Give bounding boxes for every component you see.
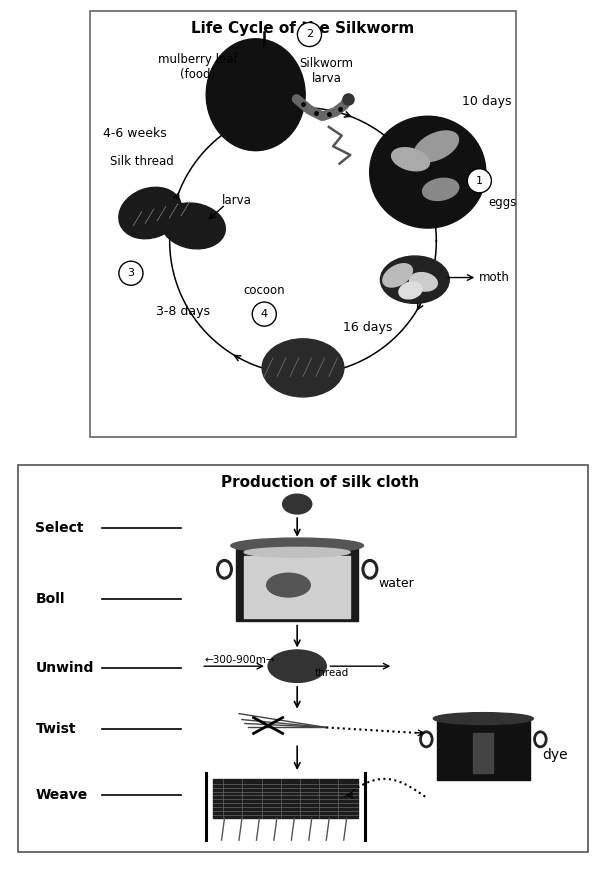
Ellipse shape [381,256,449,303]
Ellipse shape [267,574,310,597]
Circle shape [298,23,322,47]
FancyBboxPatch shape [18,465,588,852]
Ellipse shape [433,713,533,725]
Text: cocoon: cocoon [244,284,285,297]
Text: water: water [379,577,415,590]
Text: 4-6 weeks: 4-6 weeks [104,127,167,140]
Text: larva: larva [221,194,251,207]
Ellipse shape [161,203,225,249]
Text: Select: Select [35,521,84,534]
FancyBboxPatch shape [473,733,493,773]
Ellipse shape [262,339,344,397]
FancyBboxPatch shape [437,719,530,779]
Text: 3: 3 [127,269,135,278]
FancyBboxPatch shape [213,779,358,819]
Text: Twist: Twist [35,722,76,736]
Ellipse shape [231,538,364,553]
Text: Boll: Boll [35,592,65,606]
Text: Weave: Weave [35,787,88,802]
Text: moth: moth [479,271,510,284]
Text: 16 days: 16 days [343,321,392,334]
Text: eggs: eggs [488,196,516,209]
Ellipse shape [415,131,459,162]
Text: Production of silk cloth: Production of silk cloth [221,474,419,490]
Ellipse shape [370,116,486,228]
Circle shape [252,302,276,326]
Ellipse shape [119,188,182,239]
Text: mulberry leaf
(food): mulberry leaf (food) [158,53,238,81]
Ellipse shape [383,264,413,287]
Text: thread: thread [315,668,349,679]
Ellipse shape [410,273,438,291]
FancyBboxPatch shape [236,546,358,620]
Ellipse shape [282,494,311,514]
Text: 1: 1 [476,176,483,186]
Text: Silk thread: Silk thread [110,155,173,168]
Text: 2: 2 [306,30,313,39]
Text: Unwind: Unwind [35,661,94,675]
Ellipse shape [391,148,430,171]
Text: dye: dye [543,748,568,762]
FancyBboxPatch shape [90,10,516,437]
Ellipse shape [244,547,350,557]
Text: 10 days: 10 days [462,95,511,108]
Ellipse shape [422,178,459,201]
Text: 3-8 days: 3-8 days [156,305,210,318]
Ellipse shape [206,39,305,150]
Circle shape [119,262,143,285]
Text: 4: 4 [261,309,268,319]
Text: Life Cycle of the Silkworm: Life Cycle of the Silkworm [191,21,415,36]
Ellipse shape [268,650,326,682]
Text: Silkworm
larva: Silkworm larva [299,57,354,85]
Text: ←300-900m→: ←300-900m→ [204,655,275,666]
Ellipse shape [399,282,422,299]
FancyBboxPatch shape [244,556,350,618]
Circle shape [467,169,491,193]
